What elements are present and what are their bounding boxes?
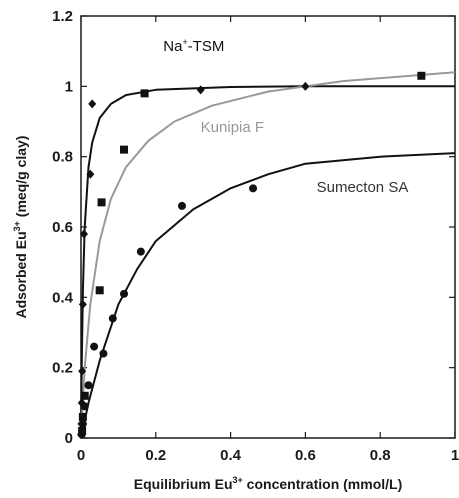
data-point-circle xyxy=(78,419,87,428)
y-tick-label: 1 xyxy=(65,78,73,95)
data-point-circle xyxy=(90,342,99,351)
data-markers xyxy=(77,71,426,439)
data-point-square xyxy=(80,391,89,400)
x-tick-label: 0.6 xyxy=(295,447,316,464)
data-point-diamond xyxy=(196,85,205,95)
data-point-circle xyxy=(136,247,145,256)
x-tick-label: 0.8 xyxy=(370,447,391,464)
y-tick-label: 0.8 xyxy=(52,149,73,166)
data-point-diamond xyxy=(301,81,310,91)
fit-curve-0 xyxy=(80,85,455,439)
ticks: 0 0.2 0.4 0.6 0.8 1 0 0.2 0.4 0.6 0.8 1 1.2 xyxy=(52,8,459,464)
data-point-circle xyxy=(249,184,258,193)
data-point-circle xyxy=(108,314,117,323)
data-point-square xyxy=(97,198,106,207)
fit-curve-2 xyxy=(80,152,456,439)
data-point-diamond xyxy=(88,99,97,109)
x-tick-label: 0.2 xyxy=(145,447,166,464)
x-tick-label: 0.4 xyxy=(220,447,242,464)
y-tick-label: 0.2 xyxy=(52,360,73,377)
data-point-diamond xyxy=(79,229,88,239)
data-point-circle xyxy=(99,349,108,358)
data-point-circle xyxy=(80,402,89,411)
data-point-circle xyxy=(177,201,186,210)
y-axis-title: Adsorbed Eu3+ (meq/g clay) xyxy=(12,136,29,319)
data-point-circle xyxy=(120,289,129,298)
data-point-square xyxy=(140,89,149,98)
data-point-square xyxy=(120,145,129,154)
y-tick-label: 0.6 xyxy=(52,219,73,236)
data-point-circle xyxy=(84,381,93,390)
data-point-square xyxy=(95,286,104,295)
y-tick-label: 0.4 xyxy=(52,289,74,306)
data-point-square xyxy=(78,412,87,421)
data-point-circle xyxy=(77,430,86,439)
y-tick-label: 1.2 xyxy=(52,8,73,25)
fit-curves xyxy=(80,71,456,439)
data-point-diamond xyxy=(78,299,87,309)
fit-curve-1 xyxy=(80,71,456,439)
data-point-diamond xyxy=(86,169,95,179)
y-tick-label: 0 xyxy=(65,430,73,447)
annotations: Na+-TSM Kunipia F Sumecton SA xyxy=(163,37,408,196)
data-point-diamond xyxy=(78,366,87,376)
series-label-1: Kunipia F xyxy=(201,119,264,136)
series-label-2: Sumecton SA xyxy=(317,179,409,196)
x-axis-title: Equilibrium Eu3+ concentration (mmol/L) xyxy=(134,475,403,492)
x-tick-label: 1 xyxy=(451,447,459,464)
data-point-square xyxy=(417,71,426,80)
x-tick-label: 0 xyxy=(77,447,85,464)
plot-area xyxy=(80,15,456,439)
series-label-0: Na+-TSM xyxy=(163,37,224,55)
